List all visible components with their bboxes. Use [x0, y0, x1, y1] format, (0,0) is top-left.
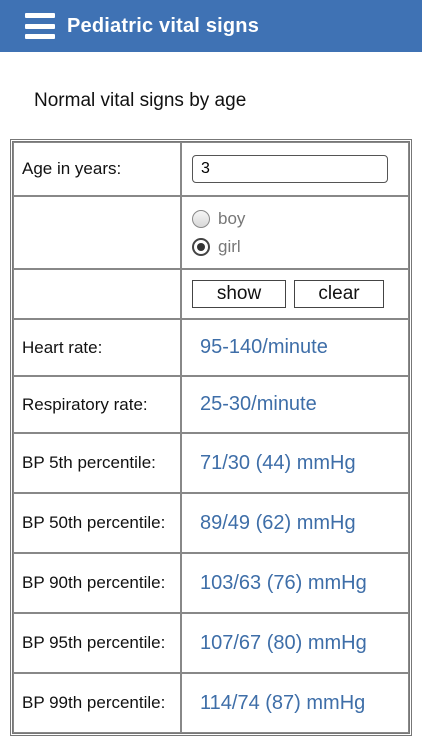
- hamburger-menu-icon[interactable]: [25, 13, 55, 39]
- age-row: Age in years:: [13, 142, 409, 196]
- radio-boy[interactable]: boy: [192, 205, 400, 233]
- result-row: Heart rate: 95-140/minute: [13, 319, 409, 376]
- vital-signs-table: Age in years: boy girl show clear Heart r…: [10, 139, 412, 736]
- sex-radio-cell: boy girl: [181, 196, 409, 269]
- result-value: 25-30/minute: [181, 376, 409, 433]
- age-label: Age in years:: [13, 142, 181, 196]
- result-label: BP 5th percentile:: [13, 433, 181, 493]
- result-value: 107/67 (80) mmHg: [181, 613, 409, 673]
- sex-label-empty: [13, 196, 181, 269]
- result-value: 71/30 (44) mmHg: [181, 433, 409, 493]
- result-row: BP 50th percentile: 89/49 (62) mmHg: [13, 493, 409, 553]
- sex-row: boy girl: [13, 196, 409, 269]
- radio-girl[interactable]: girl: [192, 233, 400, 261]
- result-row: BP 90th percentile: 103/63 (76) mmHg: [13, 553, 409, 613]
- result-label: BP 50th percentile:: [13, 493, 181, 553]
- result-row: BP 5th percentile: 71/30 (44) mmHg: [13, 433, 409, 493]
- buttons-label-empty: [13, 269, 181, 319]
- result-label: BP 90th percentile:: [13, 553, 181, 613]
- buttons-cell: show clear: [181, 269, 409, 319]
- age-input[interactable]: [192, 155, 388, 183]
- result-label: Respiratory rate:: [13, 376, 181, 433]
- buttons-row: show clear: [13, 269, 409, 319]
- radio-girl-label: girl: [218, 236, 241, 256]
- app-bar: Pediatric vital signs: [0, 0, 422, 52]
- age-input-cell: [181, 142, 409, 196]
- result-label: BP 99th percentile:: [13, 673, 181, 733]
- result-row: Respiratory rate: 25-30/minute: [13, 376, 409, 433]
- page-subtitle: Normal vital signs by age: [34, 90, 247, 111]
- result-label: BP 95th percentile:: [13, 613, 181, 673]
- result-value: 114/74 (87) mmHg: [181, 673, 409, 733]
- radio-girl-circle-icon[interactable]: [192, 237, 210, 256]
- result-value: 103/63 (76) mmHg: [181, 553, 409, 613]
- result-row: BP 99th percentile: 114/74 (87) mmHg: [13, 673, 409, 733]
- radio-boy-circle-icon[interactable]: [192, 209, 210, 228]
- app-title: Pediatric vital signs: [67, 14, 260, 37]
- result-value: 95-140/minute: [181, 319, 409, 376]
- result-row: BP 95th percentile: 107/67 (80) mmHg: [13, 613, 409, 673]
- clear-button[interactable]: clear: [294, 280, 384, 308]
- show-button[interactable]: show: [192, 280, 286, 308]
- result-label: Heart rate:: [13, 319, 181, 376]
- radio-boy-label: boy: [218, 208, 246, 228]
- result-value: 89/49 (62) mmHg: [181, 493, 409, 553]
